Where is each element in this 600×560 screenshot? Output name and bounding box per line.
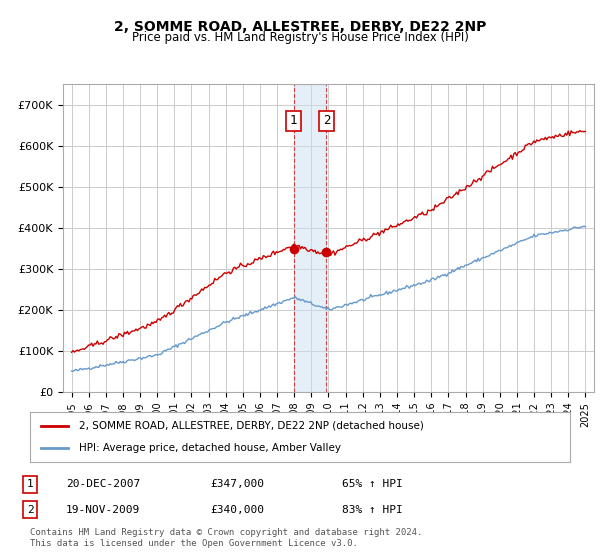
Bar bbox=[294, 84, 326, 392]
Text: 2, SOMME ROAD, ALLESTREE, DERBY, DE22 2NP: 2, SOMME ROAD, ALLESTREE, DERBY, DE22 2N… bbox=[114, 20, 486, 34]
Text: Price paid vs. HM Land Registry's House Price Index (HPI): Price paid vs. HM Land Registry's House … bbox=[131, 31, 469, 44]
Text: HPI: Average price, detached house, Amber Valley: HPI: Average price, detached house, Ambe… bbox=[79, 443, 341, 453]
Text: Contains HM Land Registry data © Crown copyright and database right 2024.
This d: Contains HM Land Registry data © Crown c… bbox=[30, 528, 422, 548]
Text: 2, SOMME ROAD, ALLESTREE, DERBY, DE22 2NP (detached house): 2, SOMME ROAD, ALLESTREE, DERBY, DE22 2N… bbox=[79, 421, 424, 431]
Text: 2: 2 bbox=[323, 114, 330, 128]
Text: 20-DEC-2007: 20-DEC-2007 bbox=[66, 479, 140, 489]
Text: 1: 1 bbox=[290, 114, 298, 128]
Text: 65% ↑ HPI: 65% ↑ HPI bbox=[342, 479, 403, 489]
Text: 2: 2 bbox=[26, 505, 34, 515]
Text: 83% ↑ HPI: 83% ↑ HPI bbox=[342, 505, 403, 515]
Text: £347,000: £347,000 bbox=[210, 479, 264, 489]
Text: 1: 1 bbox=[26, 479, 34, 489]
Text: 19-NOV-2009: 19-NOV-2009 bbox=[66, 505, 140, 515]
Text: £340,000: £340,000 bbox=[210, 505, 264, 515]
